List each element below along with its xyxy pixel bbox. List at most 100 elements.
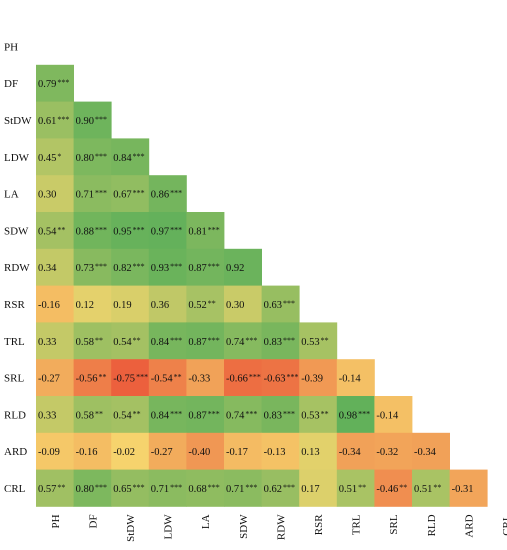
cell-value-label: 0.74*** xyxy=(226,409,257,421)
row-label-rdw: RDW xyxy=(4,262,30,274)
heatmap-cell xyxy=(111,138,150,176)
cell-value-label: 0.30 xyxy=(38,190,56,201)
heatmap-cell xyxy=(73,248,112,286)
heatmap-cell xyxy=(36,432,74,470)
cell-value-label: 0.84*** xyxy=(113,152,144,164)
heatmap-cell xyxy=(148,359,187,397)
heatmap-cell xyxy=(73,175,112,213)
cell-value-label: 0.58** xyxy=(76,336,103,348)
cell-value-label: 0.71*** xyxy=(76,189,107,201)
cell-value-label: -0.33 xyxy=(188,374,210,385)
column-labels: PH DF StDW LDW LA SDW RDW RSR TRL SRL RLD ARD CRL xyxy=(50,514,507,542)
heatmap-cell xyxy=(186,248,225,286)
heatmap-cell xyxy=(111,212,150,250)
cell-value-label: -0.14 xyxy=(376,410,399,421)
cell-value-label: 0.54** xyxy=(113,409,140,421)
heatmap-cell xyxy=(186,432,225,470)
heatmap-cell xyxy=(299,432,338,470)
column-label-df: DF xyxy=(87,514,99,528)
heatmap-cell xyxy=(186,469,225,507)
cell-value-label: -0.63*** xyxy=(264,373,299,385)
cell-value-label: 0.86*** xyxy=(151,189,182,201)
cell-value-label: -0.16 xyxy=(76,447,98,458)
heatmap-cell xyxy=(148,248,187,286)
cell-value-label: 0.84*** xyxy=(151,409,182,421)
column-label-srl: SRL xyxy=(388,514,400,534)
cell-value-label: 0.12 xyxy=(76,300,94,311)
cell-value-label: 0.88*** xyxy=(76,225,107,237)
heatmap-cell xyxy=(299,469,338,507)
heatmap-cell xyxy=(186,285,225,323)
heatmap-cell xyxy=(224,285,262,323)
heatmap-cell xyxy=(299,359,338,397)
heatmap-cell xyxy=(148,396,187,434)
heatmap-cell xyxy=(261,359,300,397)
cell-value-label: 0.93*** xyxy=(151,262,182,274)
cell-value-label: 0.33 xyxy=(38,337,56,348)
row-label-crl: CRL xyxy=(4,483,26,495)
heatmap-cell xyxy=(412,432,450,470)
heatmap-cell xyxy=(73,432,112,470)
cell-value-label: -0.09 xyxy=(38,447,60,458)
cell-value-label: 0.54** xyxy=(113,336,140,348)
cell-value-label: 0.30 xyxy=(226,300,244,311)
heatmap-cell xyxy=(73,138,112,176)
heatmap-cell xyxy=(36,175,74,213)
cell-value-label: 0.34 xyxy=(38,263,57,274)
heatmap-cells: 0.79***0.61*** 0.90***0.45* 0.80*** 0.84***… xyxy=(36,64,488,507)
heatmap-cell xyxy=(36,101,74,139)
row-labels: PH DF StDW LDW LA SDW RDW RSR TRL SRL RLD ARD CRL xyxy=(4,41,32,495)
row-label-ard: ARD xyxy=(4,446,27,458)
cell-value-label: 0.53** xyxy=(301,409,328,421)
cell-value-label: -0.17 xyxy=(226,447,248,458)
heatmap-cell xyxy=(449,469,488,507)
heatmap-cell xyxy=(111,175,150,213)
heatmap-cell xyxy=(224,432,262,470)
cell-value-label: -0.34 xyxy=(414,447,437,458)
heatmap-cell xyxy=(261,469,300,507)
cell-value-label: 0.79*** xyxy=(38,78,69,90)
cell-value-label: -0.75*** xyxy=(113,373,148,385)
heatmap-cell xyxy=(261,285,300,323)
cell-value-label: -0.02 xyxy=(113,447,135,458)
heatmap-cell xyxy=(224,359,262,397)
heatmap-cell xyxy=(36,248,74,286)
row-label-ph: PH xyxy=(4,41,18,53)
cell-value-label: 0.92 xyxy=(226,263,244,274)
heatmap-cell xyxy=(374,396,413,434)
column-label-ph: PH xyxy=(50,514,62,528)
column-label-ard: ARD xyxy=(463,514,475,537)
heatmap-cell xyxy=(374,432,413,470)
heatmap-cell xyxy=(148,322,187,360)
cell-value-label: -0.66*** xyxy=(226,373,261,385)
heatmap-cell xyxy=(36,285,74,323)
cell-value-label: -0.40 xyxy=(188,447,210,458)
row-label-rld: RLD xyxy=(4,409,26,421)
heatmap-cell xyxy=(186,359,225,397)
row-label-trl: TRL xyxy=(4,336,25,348)
column-label-sdw: SDW xyxy=(238,514,250,539)
heatmap-cell xyxy=(336,469,375,507)
cell-value-label: 0.36 xyxy=(151,300,169,311)
row-label-df: DF xyxy=(4,78,18,90)
heatmap-cell xyxy=(36,396,74,434)
heatmap-cell xyxy=(186,212,225,250)
cell-value-label: 0.84*** xyxy=(151,336,182,348)
heatmap-cell xyxy=(148,432,187,470)
heatmap-cell xyxy=(148,212,187,250)
column-label-crl: CRL xyxy=(501,514,507,536)
column-label-rsr: RSR xyxy=(313,514,325,535)
heatmap-cell xyxy=(73,322,112,360)
cell-value-label: 0.53** xyxy=(301,336,328,348)
cell-value-label: -0.56** xyxy=(76,373,107,385)
column-label-ldw: LDW xyxy=(163,514,175,540)
row-label-ldw: LDW xyxy=(4,152,30,164)
row-label-stdw: StDW xyxy=(4,115,32,127)
cell-value-label: 0.17 xyxy=(301,484,319,495)
heatmap-cell xyxy=(73,101,112,139)
cell-value-label: 0.83*** xyxy=(264,336,295,348)
heatmap-cell xyxy=(336,396,375,434)
cell-value-label: 0.19 xyxy=(113,300,131,311)
heatmap-cell xyxy=(36,212,74,250)
heatmap-cell xyxy=(36,359,74,397)
